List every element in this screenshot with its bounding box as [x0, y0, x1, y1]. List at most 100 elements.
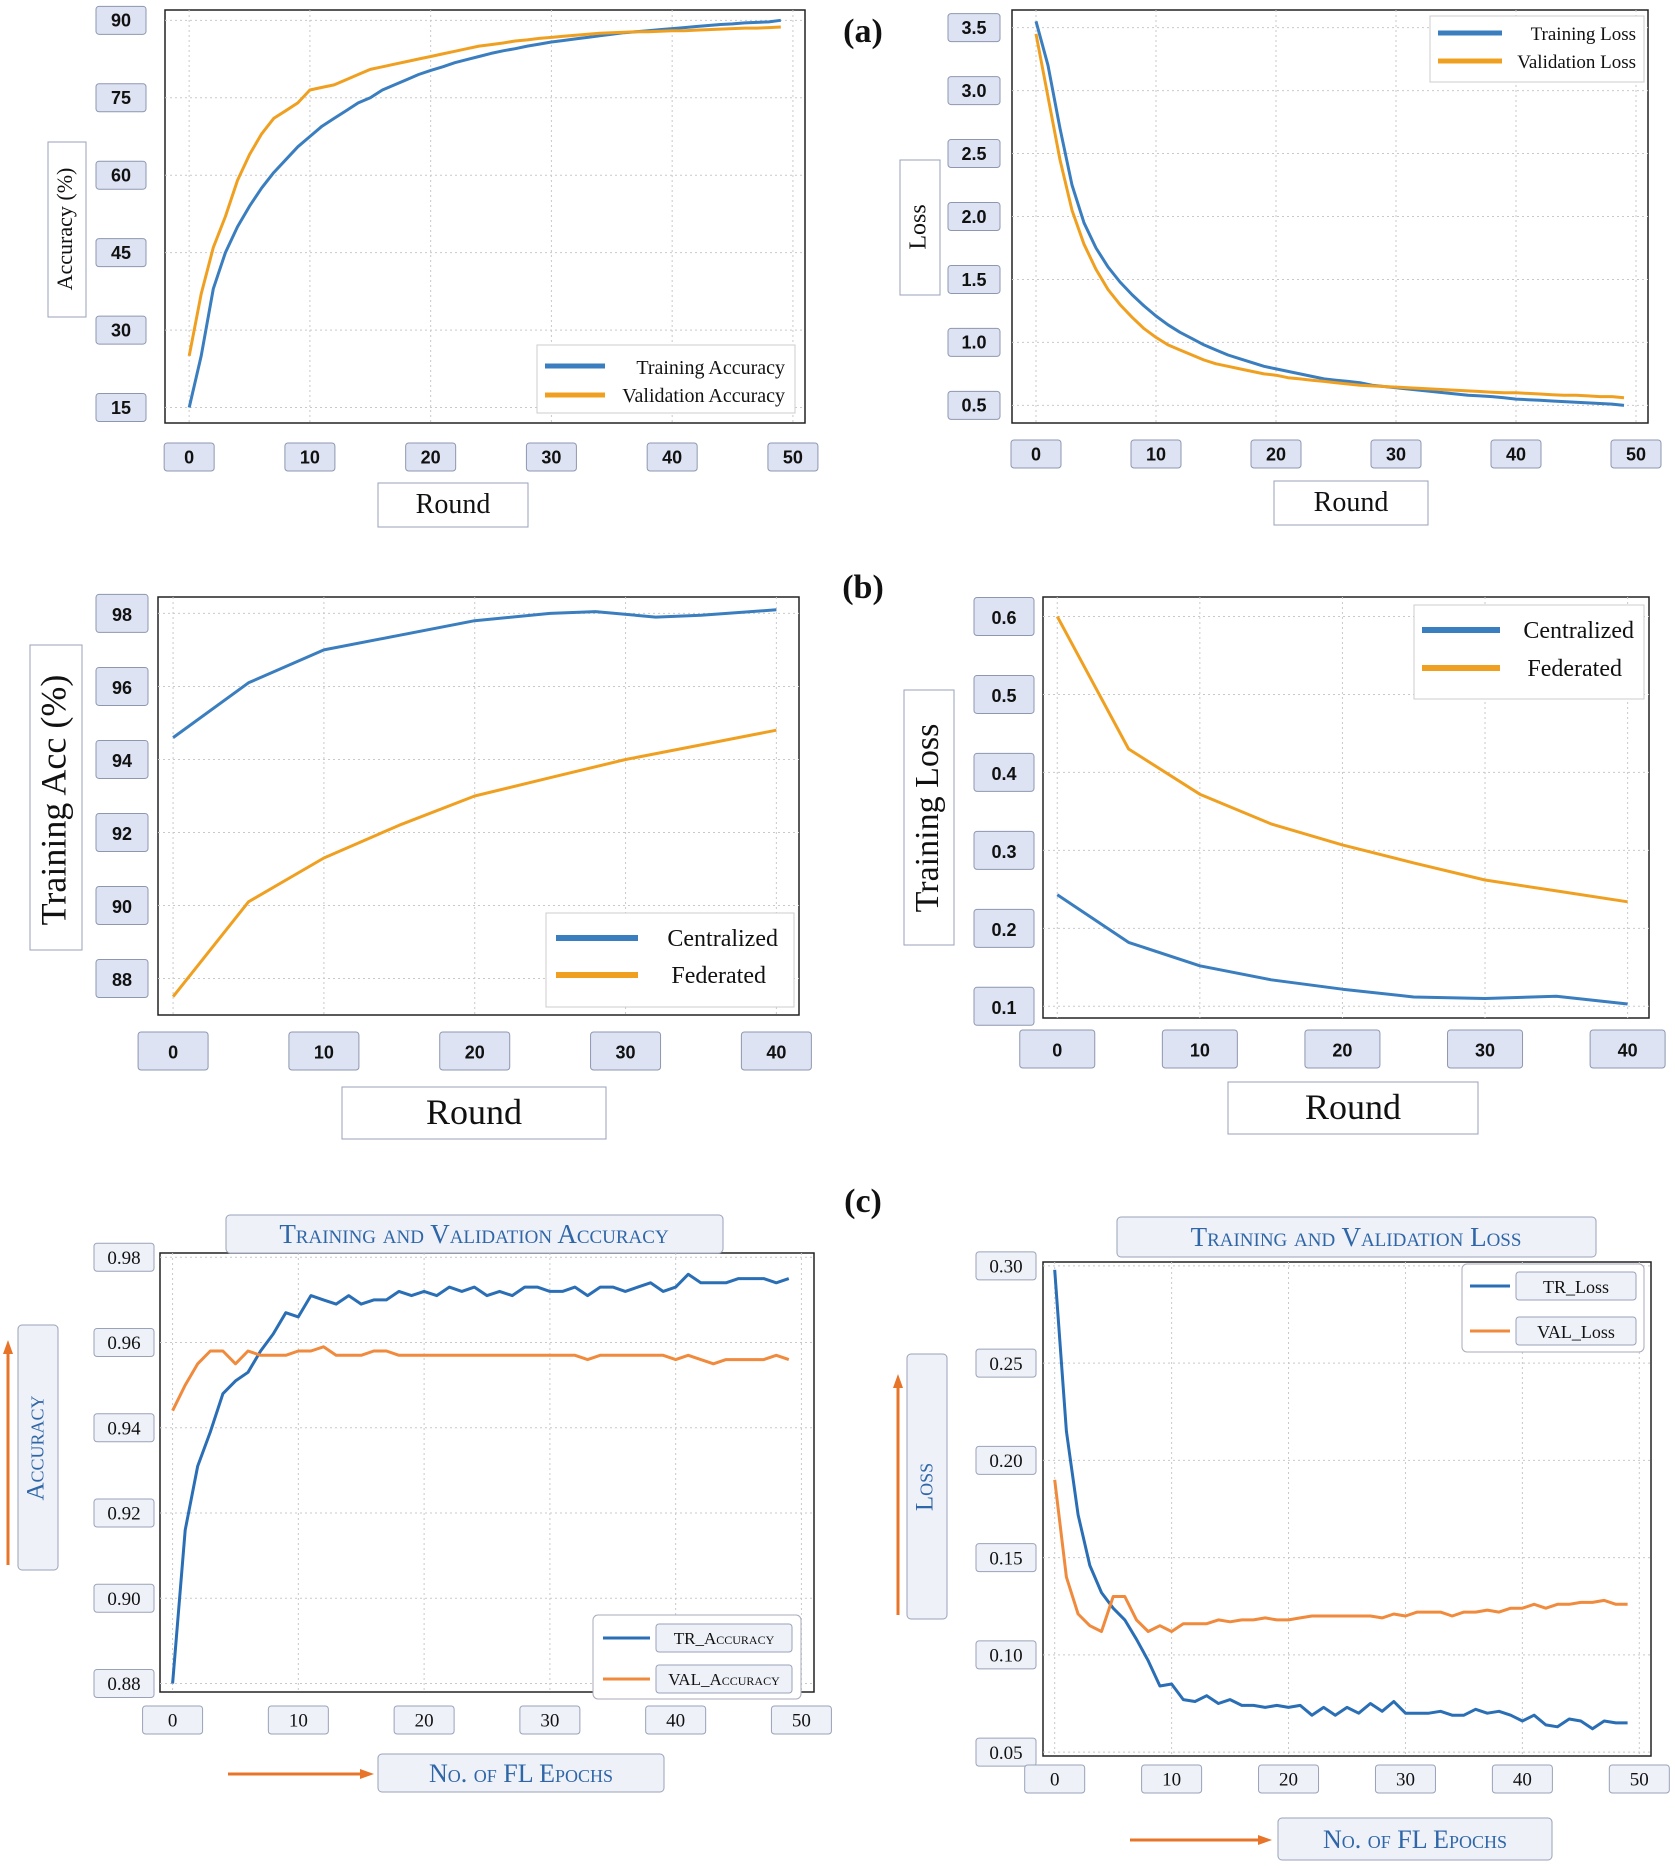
y-tick-chip: [973, 986, 1035, 1026]
legend-box: [545, 912, 795, 1008]
x-tick-label: 50: [1626, 444, 1646, 464]
chart-b-training-loss: 0.1 0.2 0.3 0.4 0.5 0.6 0 10 20 30 40 Training Lo…: [903, 596, 1666, 1135]
y-tick-chip: [975, 1251, 1037, 1281]
panel-label-c: (c): [844, 1183, 882, 1220]
series-line-tr-accuracy: [171, 1272, 790, 1684]
x-tick-label: 20: [465, 1043, 485, 1063]
y-tick-chip: [973, 752, 1035, 792]
y-axis-label: Loss: [906, 204, 932, 249]
legend-box: [536, 344, 796, 414]
x-tick-chip: [1250, 439, 1302, 469]
x-tick-label: 20: [421, 447, 441, 467]
y-tick-chip: [95, 812, 149, 852]
y-tick-label: 0.94: [107, 1418, 141, 1439]
y-tick-label: 0.96: [107, 1333, 140, 1354]
x-tick-label: 30: [1475, 1041, 1495, 1061]
x-tick-label: 30: [1396, 1770, 1415, 1791]
series-line-federated: [171, 728, 777, 998]
y-tick-chip: [95, 83, 147, 113]
chart-title-box: [225, 1214, 724, 1254]
x-tick-label: 30: [541, 447, 561, 467]
y-tick-chip: [93, 1328, 155, 1358]
x-tick-chip: [767, 442, 819, 472]
y-tick-chip: [947, 139, 1001, 169]
y-axis-label-box: [903, 689, 955, 946]
y-tick-chip: [93, 1668, 155, 1698]
x-tick-label: 40: [662, 447, 682, 467]
y-tick-chip: [975, 1737, 1037, 1767]
x-tick-label: 20: [1279, 1770, 1298, 1791]
y-axis-label: Accuracy (%): [52, 168, 77, 291]
series-line-validation-loss: [1034, 33, 1625, 400]
x-tick-chip: [1608, 1764, 1670, 1794]
y-tick-label: 88: [112, 970, 132, 990]
legend: Centralized Federated: [1413, 604, 1645, 700]
y-tick-label: 0.90: [107, 1589, 140, 1610]
legend-box: [1413, 604, 1645, 700]
x-axis-label-box: [341, 1086, 607, 1140]
series-line-centralized: [1056, 893, 1628, 1006]
y-axis-label: Loss: [912, 1463, 939, 1511]
y-tick-label: 94: [112, 751, 132, 771]
y-axis-label-box: [906, 1353, 948, 1620]
x-tick-label: 10: [1146, 444, 1166, 464]
x-tick-chip: [770, 1705, 832, 1735]
x-tick-chip: [645, 1705, 707, 1735]
y-tick-chip: [95, 393, 147, 423]
y-tick-label: 0.92: [107, 1504, 140, 1525]
y-tick-chip: [947, 390, 1001, 420]
legend-chip-tr: [1515, 1271, 1637, 1301]
x-tick-chip: [519, 1705, 581, 1735]
x-tick-label: 50: [792, 1711, 811, 1732]
x-tick-chip: [1447, 1029, 1524, 1069]
x-tick-chip: [1374, 1764, 1436, 1794]
x-axis-label-box: [1277, 1817, 1553, 1861]
legend: TR_Accuracy VAL_Accuracy: [592, 1614, 802, 1700]
y-tick-chip: [93, 1413, 155, 1443]
series-line-tr-loss: [1053, 1269, 1628, 1731]
x-tick-chip: [590, 1031, 662, 1071]
x-tick-chip: [1610, 439, 1662, 469]
y-tick-label: 0.15: [989, 1548, 1022, 1569]
y-tick-label: 0.30: [989, 1257, 1022, 1278]
y-tick-label: 0.1: [991, 998, 1016, 1018]
series-line-federated: [1055, 615, 1628, 904]
x-tick-label: 30: [616, 1043, 636, 1063]
x-tick-label: 40: [1513, 1770, 1532, 1791]
x-tick-chip: [1024, 1764, 1086, 1794]
y-tick-label: 90: [111, 11, 131, 31]
x-axis-label-box: [1227, 1081, 1479, 1135]
y-tick-chip: [973, 674, 1035, 714]
x-tick-label: 0: [1052, 1041, 1062, 1061]
legend: Training Accuracy Validation Accuracy: [536, 344, 796, 414]
legend-label-validation-loss: Validation Loss: [1517, 52, 1636, 73]
x-tick-label: 50: [783, 447, 803, 467]
y-axis-label: Training Acc (%): [33, 675, 73, 926]
y-tick-chip: [973, 830, 1035, 870]
chart-a-loss: 0.5 1.0 1.5 2.0 2.5 3.0 3.5 0 10 20 30 40 50 Loss R…: [899, 9, 1662, 526]
y-tick-label: 0.10: [989, 1646, 1022, 1667]
chart-c-accuracy: 0.88 0.90 0.92 0.94 0.96 0.98 0 10 20 30 40 50 Tra…: [3, 1214, 832, 1793]
x-tick-label: 10: [300, 447, 320, 467]
x-axis-label-box: [377, 482, 529, 528]
y-tick-chip: [93, 1583, 155, 1613]
legend-chip-val: [1515, 1316, 1637, 1346]
y-tick-chip: [947, 327, 1001, 357]
y-tick-label: 1.0: [961, 333, 986, 353]
x-tick-label: 0: [184, 447, 194, 467]
x-tick-label: 40: [766, 1043, 786, 1063]
y-axis-label-box: [47, 141, 87, 318]
y-tick-chip: [947, 13, 1001, 43]
y-tick-label: 45: [111, 243, 131, 263]
y-tick-chip: [947, 264, 1001, 294]
legend-box: [1429, 15, 1645, 83]
x-tick-chip: [288, 1031, 360, 1071]
x-tick-label: 20: [1332, 1041, 1352, 1061]
legend-label-federated: Federated: [1527, 656, 1622, 682]
y-tick-chip: [95, 315, 147, 345]
x-tick-label: 40: [1506, 444, 1526, 464]
y-axis-label-box: [17, 1324, 59, 1571]
x-tick-chip: [1304, 1029, 1381, 1069]
y-tick-label: 3.5: [961, 18, 986, 38]
